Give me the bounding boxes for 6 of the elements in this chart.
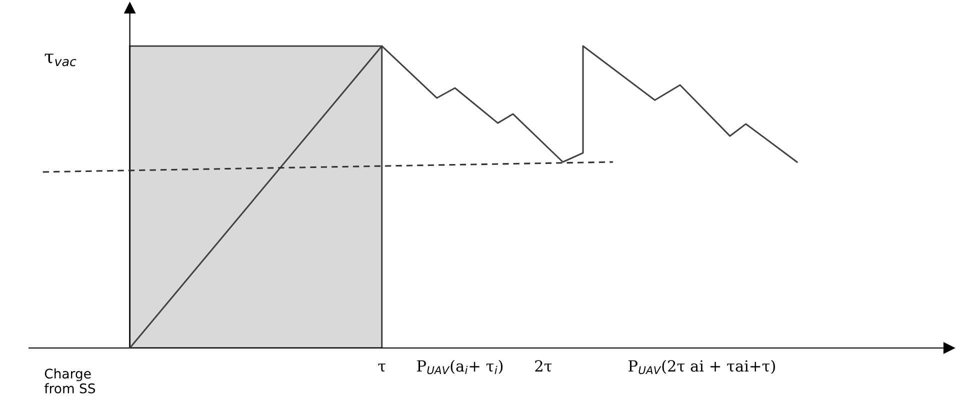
- x-tick-label: τ: [378, 364, 386, 372]
- x-tick-label: P$_{UAV}$(2τ ai + τai+τ): [628, 360, 775, 374]
- x-tick-label: P$_{UAV}$(a$_{i}$+ τ$_{i}$): [417, 360, 503, 374]
- annotation: τ$_{vac}$: [44, 54, 76, 66]
- x-tick-label: 2τ: [535, 360, 552, 372]
- text: Charge from SS: [44, 368, 96, 394]
